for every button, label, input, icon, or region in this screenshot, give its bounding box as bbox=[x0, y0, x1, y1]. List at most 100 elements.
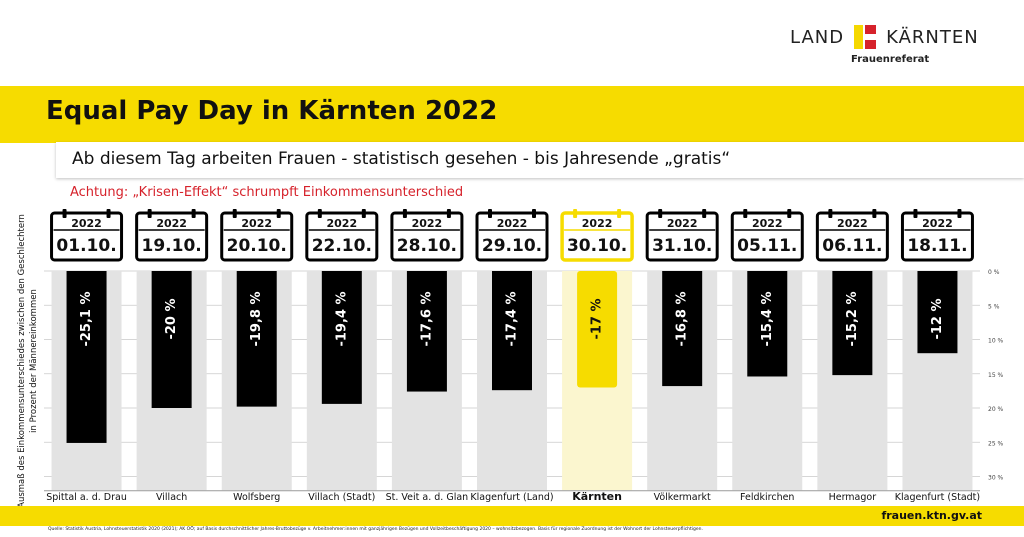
calendar-year: 2022 bbox=[412, 217, 443, 230]
data-bar bbox=[747, 271, 788, 377]
calendar-icon bbox=[560, 211, 634, 262]
calendar-ring-icon bbox=[106, 209, 111, 218]
data-label: -17,6 % bbox=[419, 291, 434, 346]
calendar-ring-icon bbox=[317, 209, 322, 218]
logo-subtitle: Frauenreferat bbox=[851, 54, 930, 65]
calendar-ring-icon bbox=[828, 209, 833, 218]
calendar-date: 29.10. bbox=[482, 236, 542, 256]
calendar-date: 28.10. bbox=[397, 236, 457, 256]
data-label: -17,4 % bbox=[505, 291, 520, 346]
data-bar bbox=[492, 271, 532, 391]
calendar-ring-icon bbox=[913, 209, 918, 218]
y-tick-label: 30 % bbox=[988, 475, 1004, 482]
y-tick-label: 0 % bbox=[988, 269, 1000, 276]
category-label: Feldkirchen bbox=[740, 492, 794, 503]
calendar-date: 18.11. bbox=[907, 236, 967, 256]
calendar-date: 31.10. bbox=[652, 236, 712, 256]
category-label: Kärnten bbox=[572, 490, 622, 503]
calendar-icon bbox=[220, 211, 294, 262]
calendar-ring-icon bbox=[532, 209, 536, 218]
calendar-date: 22.10. bbox=[312, 236, 372, 256]
page-title: Equal Pay Day in Kärnten 2022 bbox=[46, 96, 498, 126]
data-label: -15,2 % bbox=[845, 291, 860, 346]
data-label: -16,8 % bbox=[675, 291, 690, 346]
calendar-ring-icon bbox=[62, 209, 67, 218]
data-bar bbox=[917, 271, 958, 354]
data-label: -19,4 % bbox=[334, 291, 349, 346]
calendar-ring-icon bbox=[147, 209, 152, 218]
category-label: Villach bbox=[156, 492, 187, 503]
logo-word-kaernten: KÄRNTEN bbox=[886, 26, 979, 48]
calendar-ring-icon bbox=[446, 209, 451, 218]
data-bar bbox=[662, 271, 703, 387]
calendar-icon bbox=[475, 211, 549, 262]
coat-of-arms-icon bbox=[854, 25, 877, 49]
warning-note: Achtung: „Krisen-Effekt“ schrumpft Einko… bbox=[70, 185, 464, 200]
calendar-icon bbox=[645, 211, 719, 262]
data-bar bbox=[151, 271, 192, 408]
calendar-ring-icon bbox=[617, 209, 622, 218]
calendar-ring-icon bbox=[361, 209, 366, 218]
data-label: -17 % bbox=[590, 298, 605, 339]
data-bar bbox=[66, 271, 107, 443]
category-label: Wolfsberg bbox=[233, 492, 280, 503]
calendar-ring-icon bbox=[402, 209, 407, 218]
category-label: Hermagor bbox=[829, 492, 877, 503]
y-tick-label: 25 % bbox=[988, 440, 1004, 447]
calendar-icon bbox=[900, 211, 974, 262]
calendar-date: 20.10. bbox=[227, 236, 287, 256]
calendar-ring-icon bbox=[191, 209, 196, 218]
data-label: -15,4 % bbox=[760, 291, 775, 346]
data-bar bbox=[236, 271, 277, 407]
calendar-year: 2022 bbox=[667, 217, 698, 230]
footer-url[interactable]: frauen.ktn.gv.at bbox=[881, 509, 982, 522]
y-tick-label: 10 % bbox=[988, 338, 1004, 345]
category-label: Völkermarkt bbox=[654, 492, 711, 503]
data-label: -19,8 % bbox=[249, 291, 264, 346]
calendar-date: 06.11. bbox=[822, 236, 882, 256]
calendar-icon bbox=[390, 211, 464, 262]
data-bar bbox=[577, 271, 618, 388]
calendar-year: 2022 bbox=[497, 217, 528, 230]
data-label: -25,1 % bbox=[79, 291, 94, 346]
calendar-ring-icon bbox=[743, 209, 748, 218]
calendar-icon bbox=[730, 211, 804, 262]
calendar-year: 2022 bbox=[922, 217, 953, 230]
calendar-year: 2022 bbox=[837, 217, 868, 230]
data-bar bbox=[321, 271, 362, 404]
calendar-ring-icon bbox=[872, 209, 877, 218]
footer-band bbox=[0, 506, 1024, 526]
calendar-icon bbox=[50, 211, 124, 262]
calendar-date: 01.10. bbox=[56, 236, 116, 256]
calendar-icon bbox=[135, 211, 209, 262]
category-label: Spittal a. d. Drau bbox=[46, 492, 127, 503]
calendar-year: 2022 bbox=[71, 217, 102, 230]
category-label: St. Veit a. d. Glan bbox=[386, 492, 469, 503]
source-note: Quelle: Statistik Austria, Lohnsteuersta… bbox=[48, 527, 703, 532]
data-bar bbox=[832, 271, 873, 376]
calendar-ring-icon bbox=[488, 209, 492, 218]
category-label: Klagenfurt (Stadt) bbox=[895, 492, 980, 503]
calendar-year: 2022 bbox=[241, 217, 272, 230]
calendar-ring-icon bbox=[658, 209, 663, 218]
calendar-ring-icon bbox=[232, 209, 237, 218]
subtitle-box bbox=[56, 142, 1024, 178]
calendar-year: 2022 bbox=[327, 217, 358, 230]
data-bar bbox=[406, 271, 447, 392]
calendar-year: 2022 bbox=[156, 217, 187, 230]
y-tick-label: 20 % bbox=[988, 406, 1004, 413]
y-tick-label: 15 % bbox=[988, 372, 1004, 379]
calendar-date: 19.10. bbox=[142, 236, 202, 256]
calendar-ring-icon bbox=[702, 209, 707, 218]
calendar-icon bbox=[815, 211, 889, 262]
calendar-date: 30.10. bbox=[567, 236, 627, 256]
calendar-date: 05.11. bbox=[737, 236, 797, 256]
y-tick-label: 5 % bbox=[988, 303, 1000, 310]
calendar-ring-icon bbox=[573, 209, 578, 218]
data-label: -12 % bbox=[930, 298, 945, 339]
calendar-ring-icon bbox=[787, 209, 792, 218]
category-label: Villach (Stadt) bbox=[308, 492, 375, 503]
logo-word-land: LAND bbox=[790, 26, 845, 48]
page-subtitle: Ab diesem Tag arbeiten Frauen - statisti… bbox=[72, 149, 731, 169]
